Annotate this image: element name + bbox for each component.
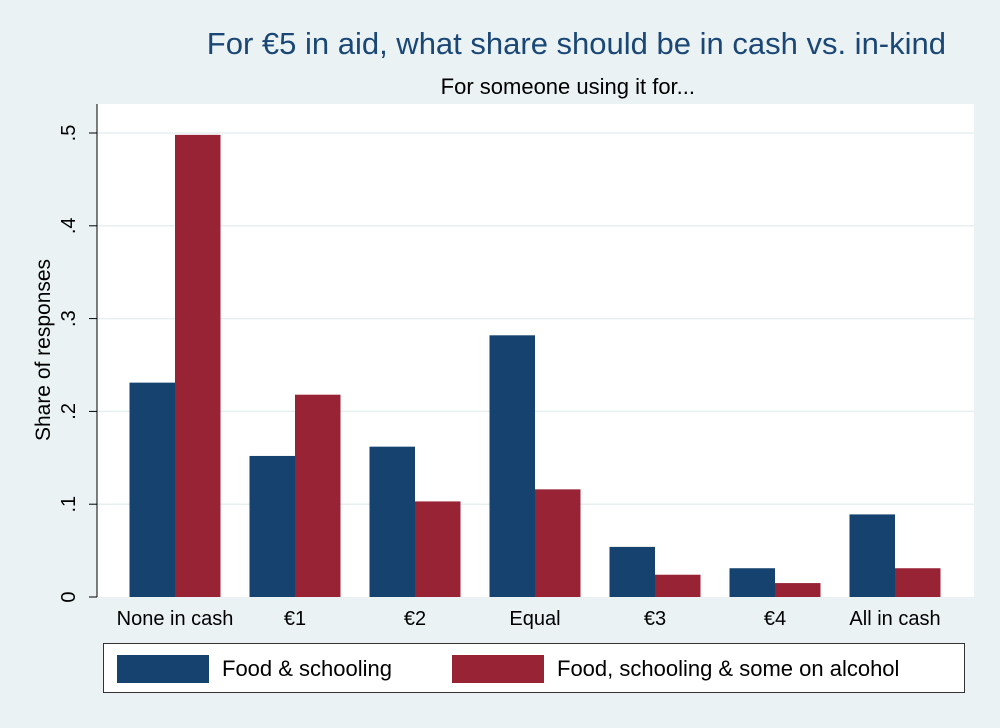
- bar-food-schooling-alcohol: [295, 394, 341, 597]
- y-tick-label: .4: [58, 217, 80, 234]
- bar-food-schooling-alcohol: [415, 501, 461, 597]
- bar-food-schooling: [729, 568, 775, 597]
- x-tick-label: None in cash: [117, 608, 234, 630]
- legend-label-food-schooling: Food & schooling: [222, 656, 392, 681]
- legend-key-food-schooling-alcohol: [452, 655, 544, 683]
- bar-food-schooling: [609, 546, 655, 597]
- chart-title: For €5 in aid, what share should be in c…: [206, 26, 946, 61]
- bar-food-schooling: [849, 514, 895, 597]
- x-tick-label: All in cash: [849, 608, 940, 630]
- y-tick-label: .3: [58, 310, 80, 327]
- bar-food-schooling: [129, 382, 175, 597]
- bar-food-schooling: [489, 335, 535, 597]
- legend: Food & schooling Food, schooling & some …: [103, 643, 965, 693]
- legend-key-food-schooling: [117, 655, 209, 683]
- bar-food-schooling-alcohol: [895, 568, 941, 597]
- y-tick-label: .1: [58, 496, 80, 513]
- chart-plot: 0 .1 .2 .3 .4 .5 None in cash €1 €2 Equal €3 €4 All…: [32, 104, 974, 630]
- legend-label-food-schooling-alcohol: Food, schooling & some on alcohol: [557, 656, 900, 681]
- chart-subtitle: For someone using it for...: [440, 74, 695, 99]
- bar-food-schooling-alcohol: [175, 134, 221, 597]
- x-tick-label: €4: [764, 608, 786, 630]
- bar-food-schooling-alcohol: [535, 489, 581, 597]
- x-tick-label: €2: [404, 608, 426, 630]
- bar-food-schooling: [369, 446, 415, 597]
- x-tick-label: €3: [644, 608, 666, 630]
- x-tick-label: Equal: [509, 608, 560, 630]
- y-tick-label: .5: [58, 125, 80, 142]
- bar-food-schooling-alcohol: [775, 583, 821, 597]
- bar-food-schooling-alcohol: [655, 574, 701, 597]
- y-tick-label: .2: [58, 403, 80, 420]
- x-tick-label: €1: [284, 608, 306, 630]
- bar-food-schooling: [249, 455, 295, 597]
- y-tick-label: 0: [58, 591, 80, 602]
- y-axis-title: Share of responses: [32, 259, 55, 441]
